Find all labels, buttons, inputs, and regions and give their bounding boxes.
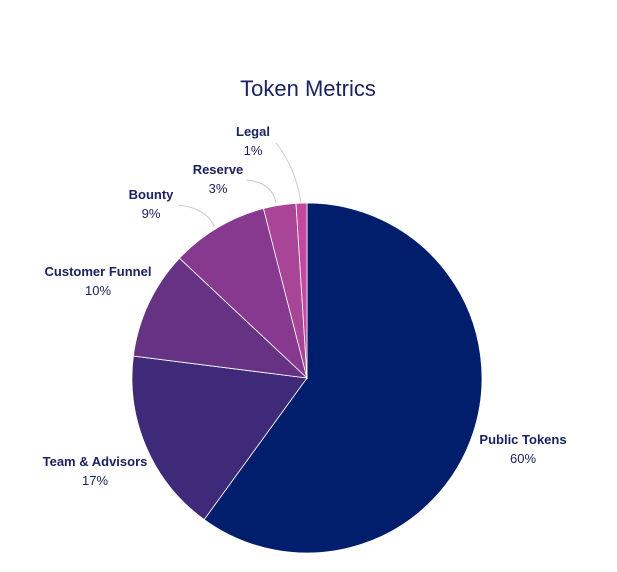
leader-lines <box>177 142 302 227</box>
slice-percent: 10% <box>85 283 111 298</box>
slice-label: Customer Funnel <box>45 264 152 279</box>
pie-slice-bounty <box>178 208 308 380</box>
chart-title: Token Metrics <box>240 76 376 101</box>
slice-label: Legal <box>236 124 270 139</box>
leader-line <box>275 142 302 204</box>
pie-slice-customer-funnel <box>132 257 309 379</box>
slice-percent: 3% <box>209 181 228 196</box>
pie-slice-legal <box>295 202 308 379</box>
slice-percent: 9% <box>142 206 161 221</box>
slice-percent: 1% <box>244 143 263 158</box>
slice-percent: 17% <box>82 473 108 488</box>
slice-labels: Public Tokens 60% Team & Advisors 17% Custom… <box>43 124 567 488</box>
leader-line <box>245 179 277 204</box>
slice-label: Public Tokens <box>479 432 566 447</box>
pie-slices <box>131 202 483 554</box>
leader-line <box>177 204 215 227</box>
pie-slice-team-advisors <box>131 355 308 521</box>
slice-label: Bounty <box>129 187 175 202</box>
slice-percent: 60% <box>510 451 536 466</box>
slice-label: Team & Advisors <box>43 454 148 469</box>
slice-label: Reserve <box>193 162 244 177</box>
pie-slice-public-tokens <box>203 202 483 554</box>
